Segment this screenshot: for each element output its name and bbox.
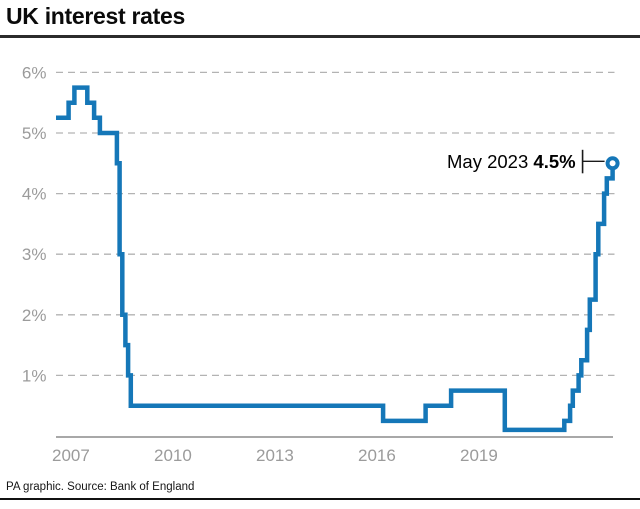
x-axis-tick-label: 2013 xyxy=(256,446,294,465)
y-axis-tick-label: 6% xyxy=(22,63,47,82)
source-credit: PA graphic. Source: Bank of England xyxy=(6,481,195,493)
page-title: UK interest rates xyxy=(6,3,185,29)
y-axis-tick-label: 4% xyxy=(22,185,47,204)
y-axis-tick-label: 3% xyxy=(22,245,47,264)
y-axis-tick-label: 1% xyxy=(22,366,47,385)
latest-value-annotation: May 2023 4.5% xyxy=(447,151,576,172)
x-axis-tick-label: 2007 xyxy=(52,446,90,465)
title-divider-rule xyxy=(0,35,640,38)
rate-step-line xyxy=(56,85,615,433)
x-axis-tick-label: 2010 xyxy=(154,446,192,465)
y-axis-tick-label: 2% xyxy=(22,306,47,325)
latest-value-marker xyxy=(605,156,620,171)
x-axis-tick-label: 2016 xyxy=(358,446,396,465)
bottom-divider-rule xyxy=(0,498,640,501)
annotation-rate-value: 4.5% xyxy=(533,151,575,172)
annotation-date-label: May 2023 xyxy=(447,151,533,172)
y-axis-tick-label: 5% xyxy=(22,124,47,143)
x-axis-tick-label: 2019 xyxy=(460,446,498,465)
